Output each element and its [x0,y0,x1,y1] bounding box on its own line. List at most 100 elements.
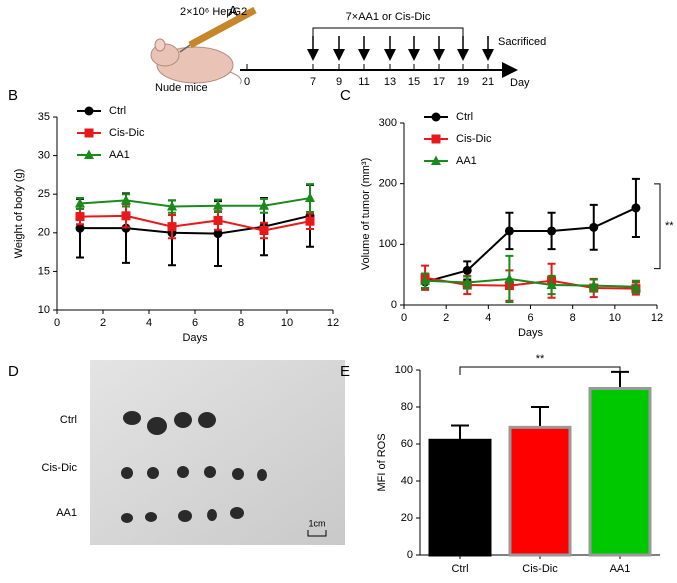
annotation: ** [665,220,674,232]
marker [546,279,557,289]
marker [462,277,473,287]
marker [213,215,223,225]
series-line [79,197,311,208]
marker [259,200,269,210]
endpoint-label: Sacrificed [498,36,546,48]
marker [305,216,315,226]
y-tick-label: 10 [38,304,50,316]
marker [259,225,269,235]
marker [121,194,131,205]
marker [431,134,441,144]
legend-label: AA1 [109,149,130,161]
y-tick-label: 25 [38,188,50,200]
legend-label: Cis-Dic [109,127,145,139]
marker [213,200,223,210]
y-axis-label: Weight of body (g) [13,169,25,259]
panel-label: D [8,363,19,380]
day-label: 13 [384,76,396,88]
y-axis-label: MFI of ROS [376,433,388,491]
marker [84,128,94,138]
marker [589,222,599,232]
y-tick-label: 0 [407,549,413,561]
x-tick-label: 0 [401,312,407,324]
x-tick-label: Cis-Dic [522,563,558,575]
day-label: 21 [482,76,494,88]
x-tick-label: 12 [327,317,339,329]
marker [504,226,514,236]
x-tick-label: 8 [570,312,576,324]
error-bar [531,406,549,428]
bar [508,425,572,557]
y-tick-label: 100 [379,238,397,250]
series-line [79,214,311,232]
y-tick-label: 0 [391,299,397,311]
day-label: 11 [358,76,369,88]
y-tick-label: 100 [395,364,413,376]
y-axis-label: Volume of tumor (mm³) [360,158,372,270]
legend-label: AA1 [456,155,477,167]
marker [75,197,85,208]
day-label: 19 [457,76,469,88]
x-tick-label: 2 [443,312,449,324]
x-tick-label: 10 [609,312,621,324]
marker [167,222,177,232]
row-label: Ctrl [60,414,77,426]
bar [428,438,492,557]
day-label: 9 [336,76,342,88]
cells-label: 2×10⁶ HepG2 [180,6,247,18]
x-tick-label: 2 [100,317,106,329]
y-tick-label: 200 [379,178,397,190]
panel-label: A [228,3,238,20]
y-tick-label: 300 [379,117,397,129]
marker [121,211,131,221]
syringe [179,6,257,53]
treatment-bracket [312,27,464,36]
y-tick-label: 40 [401,475,413,487]
marker [462,265,472,275]
y-tick-label: 35 [38,111,50,123]
mouse [150,38,242,85]
marker [84,149,94,159]
day-label: 17 [433,76,445,88]
row-label: Cis-Dic [42,462,78,474]
tumors [121,411,267,523]
marker [84,106,94,116]
series-line [424,276,636,290]
day-label: 7 [310,76,316,88]
error-bar [451,424,469,441]
day-label: 15 [408,76,420,88]
y-tick-label: 30 [38,150,50,162]
row-label: AA1 [56,507,77,519]
marker [213,229,223,239]
y-tick-label: 20 [401,512,413,524]
y-tick-label: 60 [401,438,413,450]
y-tick-label: 20 [38,227,50,239]
series-line [425,277,636,288]
treatment-label: 7×AA1 or Cis-Dic [346,11,431,23]
marker [420,275,431,285]
y-tick-label: 80 [401,401,413,413]
marker [588,280,599,290]
x-tick-label: 12 [651,312,663,324]
x-tick-label: 8 [238,317,244,329]
scale-bar [307,530,327,537]
marker [75,223,85,233]
y-tick-label: 15 [38,265,50,277]
legend-label: Cis-Dic [456,133,492,145]
panel-label: E [340,363,350,380]
marker [431,112,441,122]
marker [305,192,315,203]
significance-bracket [459,366,621,375]
x-tick-label: 4 [146,317,152,329]
marker [504,273,515,283]
marker [631,203,641,213]
axis-label: Day [510,77,530,89]
legend-label: Ctrl [456,111,473,123]
marker [431,155,441,165]
x-tick-label: 4 [485,312,491,324]
panel-label: B [8,87,18,104]
series-line [80,214,311,235]
tumor-photo [90,360,345,545]
x-tick-label: 6 [527,312,533,324]
